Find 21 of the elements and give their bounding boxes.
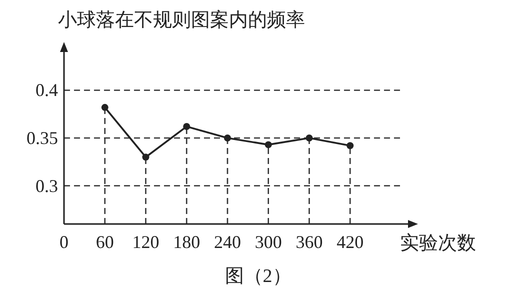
point [224,134,231,142]
point [101,104,108,111]
x-tick-label: 120 [132,232,160,252]
y-tick-label: 0.3 [36,176,58,196]
x-tick-label: 180 [173,232,200,252]
y-tick-label: 0.4 [36,80,58,100]
x-tick-label: 0 [60,232,68,252]
y-axis-title: 小球落在不规则图案内的频率 [58,9,305,31]
x-axis-title: 实验次数 [400,232,476,254]
point [142,154,150,161]
point [264,141,272,148]
x-tick-label: 420 [336,232,364,252]
text: 图（2） [224,266,292,287]
point [306,134,313,142]
x-tick-label: 300 [254,232,282,252]
x-tick-label: 240 [214,232,241,252]
point [183,123,190,130]
point [346,142,354,150]
x-tick-label: 60 [96,232,114,252]
y-tick-label: 0.35 [26,128,58,148]
x-tick-label: 360 [296,232,323,252]
